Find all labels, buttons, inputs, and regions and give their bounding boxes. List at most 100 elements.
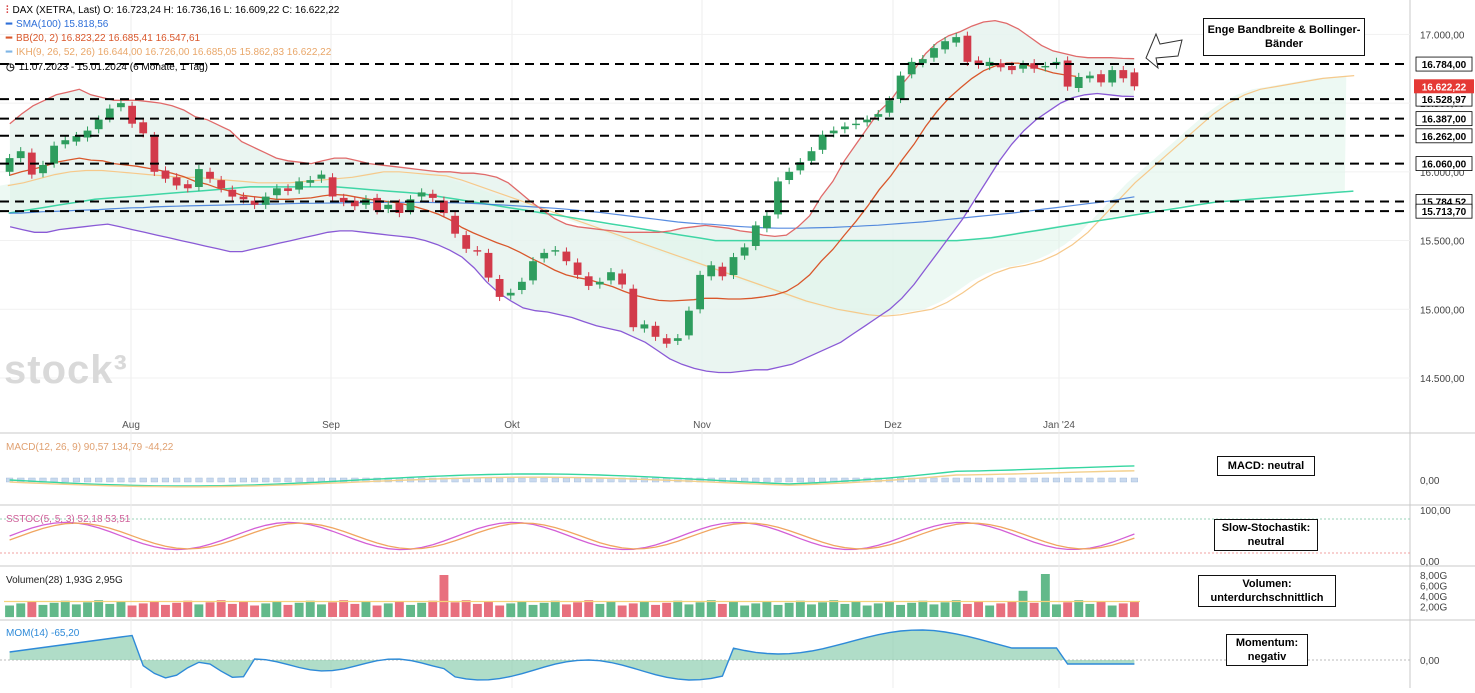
x-tick-label: Sep	[322, 420, 340, 431]
macd-histogram-bar	[585, 477, 593, 483]
bb-lower-line	[9, 92, 1134, 374]
volume-bar	[829, 600, 839, 617]
macd-histogram-bar	[150, 477, 158, 483]
volume-bar	[250, 605, 259, 618]
volume-bar	[762, 601, 772, 618]
candle-body	[874, 114, 883, 117]
candle-body	[518, 281, 526, 290]
legend-main-text: DAX (XETRA, Last) O: 16.723,24 H: 16.736…	[12, 5, 340, 16]
volume-bar	[183, 600, 193, 617]
macd-histogram-bar	[930, 477, 938, 483]
candle-body	[295, 181, 303, 190]
macd-histogram-bar	[819, 477, 827, 483]
macd-histogram-bar	[195, 477, 203, 483]
candle-body	[930, 48, 938, 58]
macd-histogram-bar	[562, 477, 570, 483]
candle-body	[562, 251, 571, 262]
volume-bar	[918, 600, 928, 617]
legend-ikh-text: IKH(9, 26, 52, 26) 16.644,00 16.726,00 1…	[16, 47, 332, 58]
candle-body	[172, 177, 181, 186]
volume-bar	[105, 603, 115, 617]
macd-histogram-bar	[729, 477, 737, 483]
macd-histogram-bar	[1064, 477, 1072, 483]
candle-icon: ⫶	[6, 5, 9, 16]
candle-body	[1119, 70, 1128, 79]
level-label: 15.784,52	[1422, 197, 1467, 208]
volume-bar	[350, 603, 360, 617]
macd-histogram-bar	[785, 477, 793, 483]
macd-histogram-bar	[986, 477, 994, 483]
macd-histogram-bar	[1119, 477, 1127, 483]
candle-body	[183, 184, 192, 189]
macd-histogram-bar	[72, 477, 80, 483]
volume-bar	[851, 601, 861, 617]
candle-body	[540, 252, 549, 259]
volume-bar	[417, 602, 427, 617]
volume-bar	[717, 603, 727, 617]
candle-body	[239, 196, 248, 200]
stoch-tick: 100,00	[1420, 506, 1451, 517]
candle-body	[696, 274, 704, 310]
candle-body	[417, 192, 426, 197]
candle-body	[1097, 74, 1105, 83]
candle-body	[440, 200, 448, 214]
candle-body	[1086, 75, 1094, 79]
volume-bar	[205, 602, 215, 617]
candle-body	[963, 35, 972, 62]
volume-bar	[1052, 604, 1061, 617]
volume-bar	[484, 601, 493, 617]
x-tick-label: Okt	[504, 420, 520, 431]
volume-bar	[94, 600, 104, 617]
volume-bar	[272, 601, 282, 618]
candle-body	[1019, 64, 1027, 69]
candle-body	[139, 122, 148, 134]
macd-histogram-bar	[239, 477, 248, 483]
legend-bb-text: BB(20, 2) 16.823,22 16.685,41 16.547,61	[16, 33, 201, 44]
volume-bar	[472, 603, 482, 617]
candle-body	[573, 262, 582, 275]
volume-bar	[261, 603, 271, 618]
volume-bar	[161, 604, 170, 617]
momentum-zero-label: 0,00	[1420, 656, 1440, 667]
volume-bar	[305, 600, 315, 617]
macd-histogram-bar	[807, 477, 815, 483]
macd-histogram-bar	[1008, 477, 1016, 483]
level-label: 16.262,00	[1422, 132, 1467, 143]
legend-period: ◷ 11.07.2023 - 15.01.2024 (6 Monate, 1 Ta…	[6, 62, 208, 74]
volume-bar	[239, 601, 248, 617]
bb-upper-line	[9, 19, 1135, 238]
macd-histogram-bar	[161, 477, 170, 483]
candle-body	[918, 59, 927, 64]
volume-bar	[639, 601, 649, 618]
sma-100-line	[9, 196, 1135, 229]
volume-bar	[706, 600, 716, 617]
candle-body	[885, 100, 894, 113]
macd-histogram-bar	[106, 477, 114, 483]
candle-body	[1041, 66, 1050, 68]
macd-histogram-bar	[1019, 477, 1027, 483]
candle-body	[685, 310, 693, 336]
volume-bar	[962, 603, 972, 617]
candle-body	[551, 250, 560, 252]
candle-body	[863, 119, 871, 123]
macd-histogram-bar	[1086, 477, 1094, 483]
level-label: 16.060,00	[1422, 160, 1467, 171]
macd-histogram-bar	[206, 477, 214, 483]
macd-histogram-bar	[429, 477, 437, 483]
volume-tick: 4,00G	[1420, 592, 1447, 603]
candle-body	[640, 324, 649, 329]
callout-macd: MACD: neutral	[1217, 456, 1315, 476]
callout-momentum: Momentum: negativ	[1226, 634, 1308, 666]
volume-bar	[1085, 603, 1095, 617]
candle-body	[462, 235, 471, 249]
macd-histogram-bar	[262, 477, 270, 483]
line-icon: ━	[6, 47, 13, 58]
y-tick-label: 16.000,00	[1420, 168, 1465, 179]
macd-histogram-bar	[173, 477, 181, 483]
stoch-d-line	[9, 522, 1135, 550]
volume-bar	[450, 602, 460, 617]
candle-body	[150, 136, 159, 172]
bb-middle-line	[9, 62, 1077, 302]
macd-histogram-bar	[975, 477, 983, 483]
